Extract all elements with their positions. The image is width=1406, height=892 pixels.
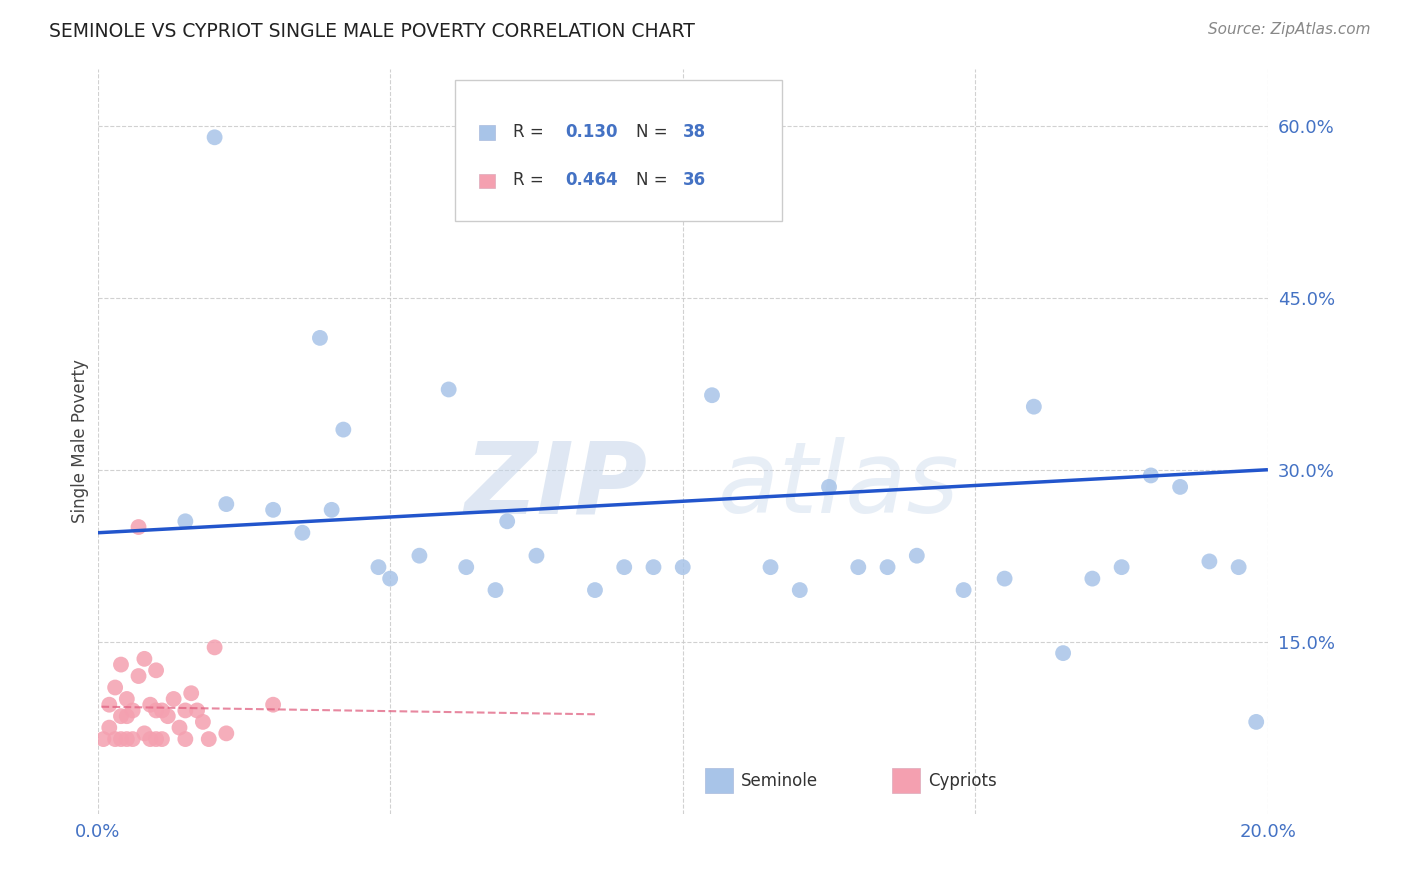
- Point: [1168, 480, 1191, 494]
- Point: [1140, 468, 1163, 483]
- Point: [110, 709, 132, 723]
- Point: [1244, 714, 1267, 729]
- FancyBboxPatch shape: [479, 174, 495, 188]
- Point: [291, 525, 314, 540]
- Point: [1052, 646, 1074, 660]
- Point: [526, 549, 548, 563]
- Point: [905, 549, 928, 563]
- Point: [128, 669, 150, 683]
- Point: [1081, 572, 1104, 586]
- Point: [204, 130, 226, 145]
- FancyBboxPatch shape: [893, 768, 921, 794]
- Point: [1111, 560, 1133, 574]
- Text: 0.130: 0.130: [565, 123, 619, 141]
- Text: N =: N =: [636, 171, 673, 189]
- Text: Seminole: Seminole: [741, 772, 818, 789]
- Point: [197, 732, 219, 747]
- Point: [309, 331, 332, 345]
- Text: ZIP: ZIP: [464, 437, 648, 534]
- Point: [115, 692, 138, 706]
- Point: [613, 560, 636, 574]
- Point: [700, 388, 723, 402]
- Point: [993, 572, 1015, 586]
- Text: Source: ZipAtlas.com: Source: ZipAtlas.com: [1208, 22, 1371, 37]
- Text: SEMINOLE VS CYPRIOT SINGLE MALE POVERTY CORRELATION CHART: SEMINOLE VS CYPRIOT SINGLE MALE POVERTY …: [49, 22, 695, 41]
- Point: [174, 703, 197, 717]
- Point: [145, 703, 167, 717]
- Point: [204, 640, 226, 655]
- Point: [174, 514, 197, 528]
- Point: [215, 726, 238, 740]
- Point: [150, 703, 173, 717]
- Point: [484, 583, 506, 598]
- Point: [134, 652, 156, 666]
- Text: R =: R =: [513, 171, 550, 189]
- Point: [104, 681, 127, 695]
- Point: [408, 549, 430, 563]
- Point: [180, 686, 202, 700]
- Point: [496, 514, 519, 528]
- Text: R =: R =: [513, 123, 550, 141]
- Point: [128, 520, 150, 534]
- Point: [952, 583, 974, 598]
- Point: [262, 698, 284, 712]
- Text: 0.464: 0.464: [565, 171, 619, 189]
- Point: [876, 560, 898, 574]
- Point: [378, 572, 401, 586]
- Text: atlas: atlas: [718, 437, 959, 534]
- Point: [215, 497, 238, 511]
- Point: [174, 732, 197, 747]
- Point: [115, 732, 138, 747]
- Point: [121, 732, 143, 747]
- Text: 36: 36: [683, 171, 706, 189]
- Point: [1198, 554, 1220, 568]
- Point: [1227, 560, 1250, 574]
- Point: [759, 560, 782, 574]
- FancyBboxPatch shape: [454, 79, 782, 221]
- Point: [846, 560, 869, 574]
- Point: [121, 703, 143, 717]
- Text: N =: N =: [636, 123, 673, 141]
- Point: [818, 480, 841, 494]
- Point: [110, 657, 132, 672]
- Point: [110, 732, 132, 747]
- Point: [789, 583, 811, 598]
- Point: [98, 698, 121, 712]
- Point: [456, 560, 478, 574]
- Text: 38: 38: [683, 123, 706, 141]
- Point: [332, 423, 354, 437]
- Point: [163, 692, 186, 706]
- Point: [150, 732, 173, 747]
- Point: [321, 503, 343, 517]
- Point: [191, 714, 214, 729]
- Point: [156, 709, 179, 723]
- Point: [583, 583, 606, 598]
- Y-axis label: Single Male Poverty: Single Male Poverty: [72, 359, 89, 523]
- Point: [145, 663, 167, 677]
- FancyBboxPatch shape: [479, 125, 495, 140]
- Point: [672, 560, 695, 574]
- Point: [643, 560, 665, 574]
- Point: [98, 721, 121, 735]
- Point: [104, 732, 127, 747]
- FancyBboxPatch shape: [704, 768, 733, 794]
- Point: [93, 732, 115, 747]
- Point: [186, 703, 208, 717]
- Point: [139, 732, 162, 747]
- Point: [1022, 400, 1045, 414]
- Point: [139, 698, 162, 712]
- Point: [437, 383, 460, 397]
- Point: [367, 560, 389, 574]
- Point: [262, 503, 284, 517]
- Point: [134, 726, 156, 740]
- Text: Cypriots: Cypriots: [928, 772, 997, 789]
- Point: [169, 721, 191, 735]
- Point: [145, 732, 167, 747]
- Point: [115, 709, 138, 723]
